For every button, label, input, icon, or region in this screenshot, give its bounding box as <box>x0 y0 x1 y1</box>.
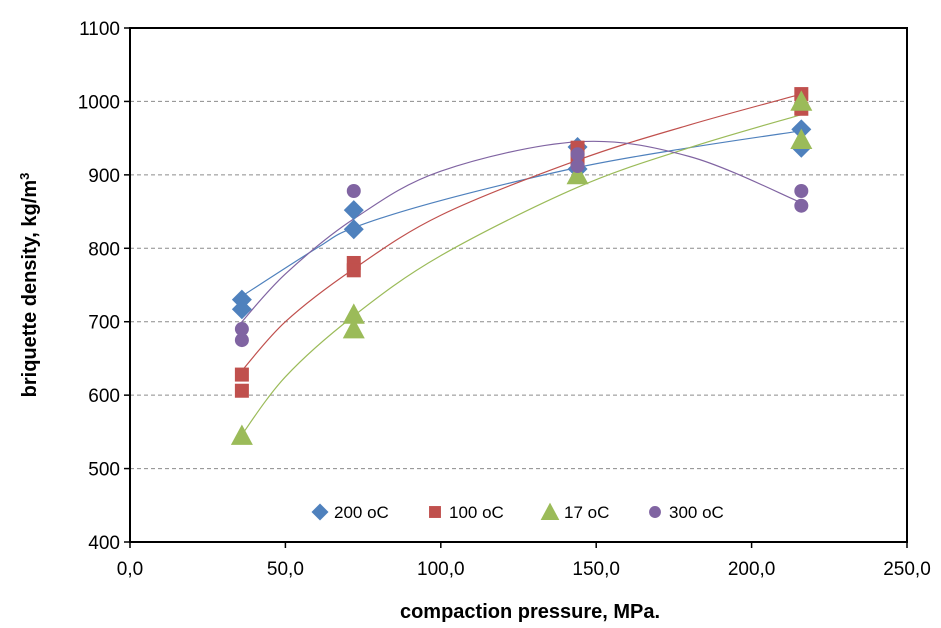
data-point-triangle <box>790 90 813 111</box>
legend-label: 17 oC <box>564 503 609 522</box>
x-tick-label: 150,0 <box>572 559 620 580</box>
x-axis-title: compaction pressure, MPa. <box>400 601 660 623</box>
data-point-circle <box>234 333 249 348</box>
data-point-circle <box>570 147 585 162</box>
x-tick-label: 50,0 <box>267 559 304 580</box>
x-tick-label: 0,0 <box>117 559 143 580</box>
data-point-diamond <box>343 219 364 240</box>
y-axis-ticks: 400 500 600 700 800 900 1000 1100 <box>78 19 130 554</box>
data-point-square <box>234 367 249 382</box>
x-tick-label: 100,0 <box>417 559 465 580</box>
y-tick-label: 700 <box>88 313 120 334</box>
plot-area <box>129 27 908 543</box>
legend-label: 300 oC <box>669 503 724 522</box>
data-point-triangle <box>790 128 813 149</box>
data-point-circle <box>346 184 361 199</box>
legend-label: 100 oC <box>449 503 504 522</box>
legend-label: 200 oC <box>334 503 389 522</box>
trendline-square <box>238 93 802 375</box>
data-point-circle <box>794 198 809 213</box>
trendline-circle <box>238 140 802 326</box>
data-point-triangle <box>230 424 253 445</box>
data-point-triangle <box>566 163 589 185</box>
gridlines <box>130 100 907 470</box>
y-tick-label: 500 <box>88 460 120 481</box>
trendlines <box>238 93 802 440</box>
legend-marker-triangle <box>540 502 560 520</box>
data-point-triangle <box>342 318 365 339</box>
y-tick-label: 400 <box>88 533 120 554</box>
data-point-circle <box>794 184 809 199</box>
data-points <box>230 87 813 445</box>
x-axis-ticks: 0,0 50,0 100,0 150,0 200,0 250,0 <box>117 542 931 580</box>
legend-marker-diamond <box>311 503 329 521</box>
y-tick-label: 1100 <box>79 19 120 40</box>
y-tick-label: 600 <box>88 386 120 407</box>
x-tick-label: 250,0 <box>883 559 931 580</box>
data-point-circle <box>570 159 585 174</box>
y-tick-label: 800 <box>88 239 120 260</box>
y-tick-label: 900 <box>88 166 120 187</box>
y-tick-label: 1000 <box>78 92 120 113</box>
data-point-diamond <box>343 200 364 221</box>
data-point-square <box>346 263 361 278</box>
legend: 200 oC 100 oC 17 oC 300 oC <box>311 502 724 522</box>
y-axis-title-text: briquette density, kg/m <box>19 180 41 397</box>
legend-marker-square <box>429 506 441 518</box>
legend-marker-circle <box>649 506 661 518</box>
data-point-circle <box>234 322 249 337</box>
data-point-square <box>234 383 249 398</box>
x-tick-label: 200,0 <box>728 559 776 580</box>
data-point-triangle <box>342 303 365 324</box>
y-axis-title: briquette density, kg/m3 <box>17 173 42 398</box>
data-point-diamond <box>231 299 252 320</box>
y-axis-title-superscript: 3 <box>17 173 32 180</box>
trendline-triangle <box>238 114 802 440</box>
